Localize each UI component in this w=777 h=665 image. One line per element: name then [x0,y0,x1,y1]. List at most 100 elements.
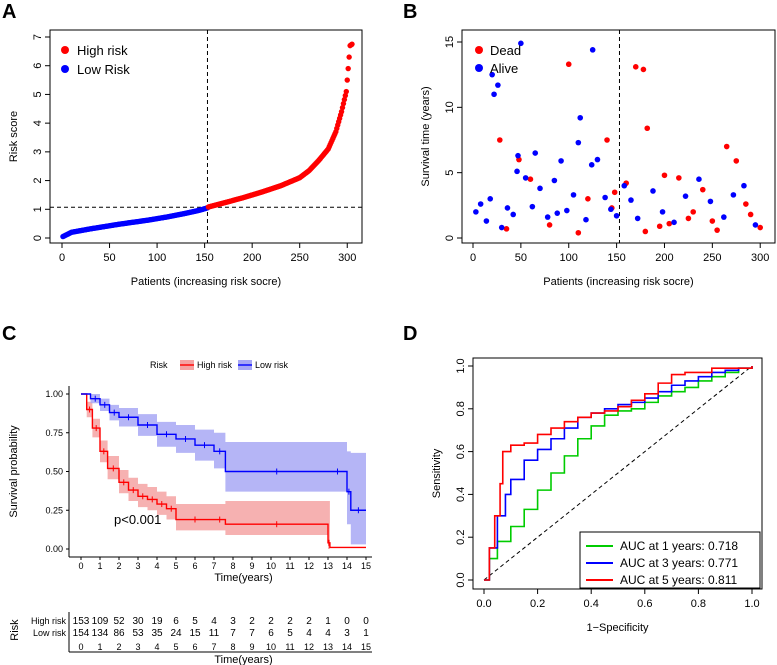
c-xtick-label: 6 [192,561,197,571]
c-table-count: 6 [173,616,179,627]
c-table-xtick-label: 14 [342,642,352,652]
c-legend-label: High risk [197,360,233,370]
c-xtick-label: 4 [154,561,159,571]
c-table-count: 1 [363,628,369,639]
b-point [489,71,495,78]
c-legend-title: Risk [150,360,168,370]
a-xtick-label: 200 [243,252,261,264]
b-point [721,214,727,220]
c-table-xtick-label: 13 [323,642,333,652]
c-table-xtick-label: 0 [78,642,83,652]
a-legend-label: Low Risk [77,62,130,77]
b-xtick-label: 300 [751,252,769,264]
b-point [640,66,647,73]
b-point [529,203,536,210]
b-xtick-label: 150 [607,252,625,264]
b-point [583,216,589,223]
b-point [696,176,702,182]
d-ylabel: Sensitivity [431,448,443,498]
b-point [628,197,634,203]
b-point [707,198,714,205]
c-xtick-label: 14 [342,561,352,571]
c-table-xtick-label: 15 [361,642,371,652]
c-table-count: 5 [287,628,293,639]
b-point [685,215,692,222]
c-table-count: 15 [189,628,201,639]
c-table-count: 52 [113,616,125,627]
c-table-count: 2 [268,616,274,627]
c-xtick-label: 8 [230,561,235,571]
b-point [723,143,730,150]
b-xlabel: Patients (increasing risk socre) [543,276,693,288]
a-xtick-label: 150 [195,252,213,264]
c-xtick-label: 5 [173,561,178,571]
b-point [671,219,677,226]
b-point [575,229,582,236]
d-ytick-label: 0.2 [455,530,467,545]
b-legend-marker [475,46,483,54]
d-ytick-label: 1.0 [455,358,467,373]
b-point [577,114,584,121]
b-point [565,61,572,68]
c-ytick-label: 0.50 [45,467,63,477]
d-xtick-label: 1.0 [744,598,759,610]
c-table-count: 35 [151,628,163,639]
b-point [644,125,651,132]
b-point [690,209,696,215]
c-ytick-label: 1.00 [45,389,63,399]
c-table-count: 4 [306,628,312,639]
b-frame [461,29,776,244]
b-point [515,152,521,159]
d-legend-box [579,531,761,589]
c-table-count: 5 [192,616,198,627]
b-point [483,218,490,224]
a-ytick-label: 4 [32,120,44,126]
b-point [634,215,641,222]
c-table-count: 0 [363,616,369,627]
c-xtick-label: 1 [97,561,102,571]
c-table-count: 2 [306,616,312,627]
b-point [747,211,754,218]
b-ylabel: Survival time (years) [420,86,432,186]
c-table-count: 154 [73,628,90,639]
c-table-count: 3 [230,616,236,627]
panel-label-a: A [2,1,16,23]
b-point [503,226,510,232]
c-table-xtick-label: 7 [211,642,216,652]
d-ytick-label: 0.0 [455,572,467,587]
c-table-count: 134 [92,628,109,639]
c-table-count: 7 [230,628,236,639]
c-table-count: 86 [113,628,125,639]
c-xtick-label: 7 [211,561,216,571]
c-xtick-label: 10 [266,561,276,571]
d-xtick-label: 0.8 [691,598,706,610]
b-point [611,189,618,196]
b-point [661,172,668,179]
a-point [345,65,351,72]
c-ci-band [81,394,330,549]
c-table-xtick-label: 8 [230,642,235,652]
b-point [546,222,553,228]
b-point [495,82,501,88]
c-table-xtick-label: 1 [97,642,102,652]
b-xtick-label: 50 [515,252,527,264]
c-table-xtick-label: 12 [304,642,314,652]
b-point [604,137,610,143]
c-table-count: 19 [151,616,163,627]
b-point [682,193,689,199]
b-point [497,137,503,143]
d-roc-curve [484,366,753,581]
a-ytick-label: 2 [32,178,44,184]
d-xtick-label: 0.0 [476,598,491,610]
b-xtick-label: 100 [560,252,578,264]
c-table-xtick-label: 9 [249,642,254,652]
b-point [589,47,596,53]
a-xtick-label: 50 [103,252,115,264]
b-point [558,158,564,164]
d-legend-label: AUC at 3 years: 0.771 [620,556,738,570]
b-point [733,158,740,164]
panel-d-plot: 0.0 0.2 0.4 0.6 0.8 1.0 0.0 0.2 0.4 0.6 0.8 1.0 1−Sp… [431,357,763,634]
b-point [621,182,628,189]
b-point [487,196,494,202]
